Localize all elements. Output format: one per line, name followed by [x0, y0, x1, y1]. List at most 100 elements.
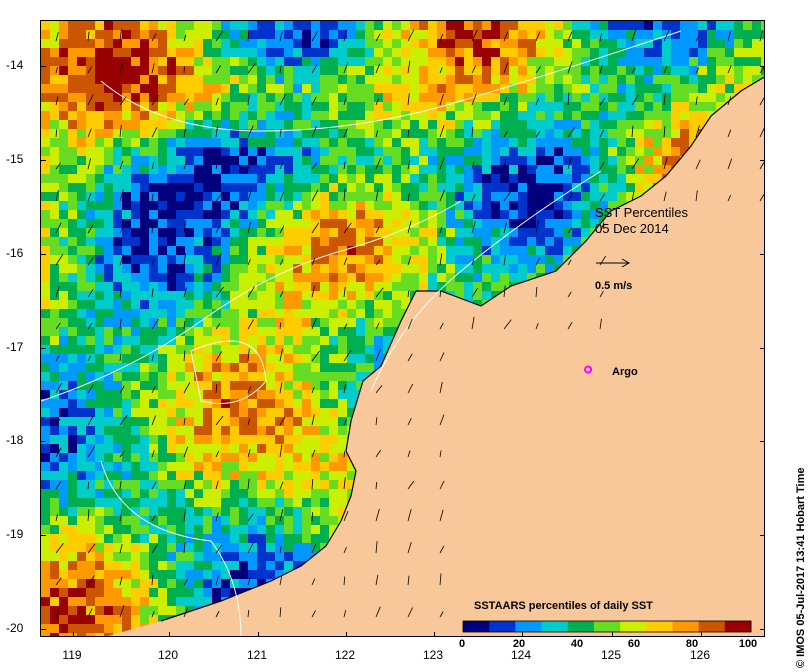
current-vector: [407, 60, 411, 74]
current-vector: [183, 350, 186, 362]
current-vector: [55, 577, 62, 586]
sst-map-plot: [41, 21, 764, 636]
current-vector: [87, 543, 96, 554]
current-vector: [183, 508, 186, 522]
current-vector: [279, 291, 284, 298]
current-vector: [663, 29, 670, 42]
map-title: SST Percentiles: [595, 205, 688, 220]
current-vector: [87, 481, 90, 490]
current-scale-label: 0.5 m/s: [595, 280, 633, 292]
current-vector: [407, 93, 410, 106]
current-vector: [87, 94, 94, 106]
current-vector: [151, 63, 155, 74]
current-vector: [407, 318, 413, 330]
current-vector: [407, 159, 411, 170]
lon-tick-mark: [701, 632, 702, 636]
current-vector: [311, 96, 317, 106]
current-vector: [599, 97, 606, 106]
current-vector: [407, 541, 412, 554]
current-vector: [343, 576, 346, 586]
lon-tick-label: 125: [600, 648, 622, 662]
current-vector: [407, 29, 415, 42]
current-vector: [279, 444, 283, 458]
current-vector: [343, 323, 348, 330]
current-vector: [727, 129, 732, 138]
current-vector: [55, 129, 58, 138]
lat-tick-mark: [41, 535, 46, 536]
lat-tick-label: -20: [6, 621, 24, 635]
current-vector: [119, 288, 122, 298]
current-vector: [343, 286, 346, 298]
current-vector: [599, 65, 603, 74]
current-vector: [439, 381, 443, 394]
current-vector: [311, 30, 319, 42]
current-vector: [87, 509, 90, 522]
current-vector: [727, 158, 733, 170]
current-vector: [215, 544, 223, 554]
current-vector: [87, 446, 96, 458]
current-vector: [215, 480, 219, 490]
current-vector: [343, 450, 346, 458]
current-vector: [55, 355, 60, 362]
current-vector: [151, 33, 157, 42]
current-vector: [151, 288, 154, 298]
lon-tick-mark: [434, 632, 435, 636]
current-vector: [439, 545, 445, 554]
current-vector: [279, 382, 283, 394]
current-vector: [727, 65, 732, 74]
legend-swatch: [724, 621, 752, 632]
credit-text: © IMOS 05-Jul-2017 13:41 Hobart Time: [795, 467, 807, 668]
current-vector: [439, 414, 445, 426]
current-vector: [631, 28, 637, 42]
current-vector: [535, 323, 539, 330]
current-vector: [471, 65, 477, 74]
current-vector: [343, 97, 347, 106]
current-vector: [279, 546, 282, 554]
current-vector: [87, 355, 92, 362]
current-vector: [567, 31, 573, 42]
current-vector: [311, 257, 316, 266]
scale-arrow-head: [621, 258, 631, 268]
current-vector: [183, 607, 189, 618]
current-vector: [503, 62, 509, 74]
current-vector: [55, 254, 64, 266]
current-vector: [343, 257, 348, 266]
current-vector: [151, 259, 155, 266]
current-vector: [311, 478, 314, 490]
current-vector: [279, 481, 284, 490]
current-vector: [183, 446, 189, 458]
current-vector: [471, 288, 478, 298]
lat-tick-mark: [41, 160, 46, 161]
current-vector: [119, 605, 125, 618]
current-vector: [535, 192, 539, 202]
current-vector: [55, 67, 58, 74]
current-vector: [119, 450, 126, 458]
legend-swatch: [620, 621, 647, 632]
current-vector: [695, 125, 700, 138]
lon-tick-mark: [346, 632, 347, 636]
current-vector: [87, 416, 94, 426]
current-vector: [279, 607, 282, 618]
current-vector: [87, 288, 94, 298]
current-vector: [215, 415, 224, 426]
current-vector: [695, 96, 698, 106]
current-vector: [535, 220, 539, 234]
current-vector: [279, 574, 283, 586]
current-vector: [151, 415, 156, 426]
current-vector: [503, 32, 508, 42]
current-vector: [727, 30, 731, 42]
current-vector: [87, 31, 90, 42]
current-vector: [599, 290, 604, 298]
current-vector: [55, 322, 61, 330]
legend-tick-label: 0: [458, 638, 466, 650]
current-vector: [151, 318, 159, 330]
current-vector: [119, 124, 122, 138]
current-vector: [375, 322, 380, 330]
lat-tick-mark: [760, 441, 764, 442]
lon-tick-mark: [612, 632, 613, 636]
current-vector: [631, 67, 636, 74]
lat-tick-label: -17: [6, 340, 24, 354]
current-vector: [247, 319, 254, 330]
current-vector: [439, 509, 444, 522]
lat-tick-mark: [41, 348, 46, 349]
